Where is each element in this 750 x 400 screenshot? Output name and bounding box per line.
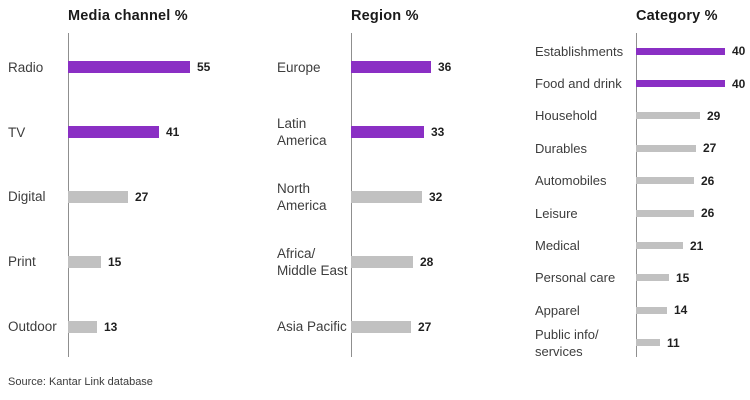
value-label: 28 (420, 254, 434, 269)
value-label: 27 (135, 189, 149, 204)
category-label: Household (535, 108, 598, 124)
value-label: 14 (674, 303, 688, 318)
bar-row: Leisure 26 (535, 197, 750, 229)
category-label: Digital (8, 189, 46, 205)
bar (351, 190, 422, 203)
bar (636, 306, 667, 314)
category-label: Leisure (535, 205, 578, 221)
bar-row: Print 15 (8, 229, 250, 294)
chart-media-channel: Media channel % Radio 55 TV 41 Digital 27 Prin… (8, 8, 250, 359)
value-label: 27 (418, 319, 432, 334)
value-label: 33 (431, 125, 445, 140)
chart-title-category: Category % (636, 8, 718, 24)
bar-row: Outdoor 13 (8, 294, 250, 359)
category-label: Latin America (277, 116, 327, 149)
bar (636, 144, 696, 152)
category-label: Food and drink (535, 76, 622, 92)
category-label: Establishments (535, 43, 624, 59)
chart-plot-area: Establishments 40 Food and drink 40 Househol… (535, 33, 750, 359)
category-label: North America (277, 180, 327, 213)
value-label: 26 (701, 206, 715, 221)
value-label: 32 (429, 189, 443, 204)
bar-row: Apparel 14 (535, 294, 750, 326)
chart-title-region: Region % (351, 8, 419, 24)
category-label: Print (8, 254, 36, 270)
bar (636, 242, 683, 250)
source-note: Source: Kantar Link database (8, 376, 153, 388)
bar (68, 190, 128, 203)
value-label: 36 (438, 60, 452, 75)
bar-row: Radio 55 (8, 35, 250, 100)
bar-row: TV 41 (8, 100, 250, 165)
bar (636, 80, 725, 88)
value-label: 15 (676, 270, 690, 285)
bar-row: North America 32 (277, 165, 509, 230)
bar-row: Personal care 15 (535, 262, 750, 294)
category-label: Radio (8, 59, 44, 75)
bar (636, 112, 700, 120)
bar (636, 209, 694, 217)
value-label: 26 (701, 173, 715, 188)
bar (636, 274, 669, 282)
value-label: 55 (197, 60, 211, 75)
value-label: 41 (166, 125, 180, 140)
category-label: Europe (277, 59, 321, 75)
bar (636, 177, 694, 185)
bar-row: Public info/ services 11 (535, 327, 750, 359)
category-label: Medical (535, 238, 580, 254)
category-label: Africa/ Middle East (277, 245, 348, 278)
value-label: 21 (690, 238, 704, 253)
chart-plot-area: Radio 55 TV 41 Digital 27 Print 15 Outdoor 13 (8, 33, 250, 359)
bar (68, 255, 101, 268)
bar-row: Establishments 40 (535, 35, 750, 67)
bar (68, 61, 190, 74)
bar (636, 47, 725, 55)
bar-row: Household 29 (535, 100, 750, 132)
category-label: Public info/ services (535, 326, 599, 359)
bar-row: Durables 27 (535, 132, 750, 164)
value-label: 13 (104, 319, 118, 334)
category-label: Automobiles (535, 173, 607, 189)
chart-region: Region % Europe 36 Latin America 33 North Am… (277, 8, 509, 359)
category-label: Durables (535, 140, 588, 156)
chart-plot-area: Europe 36 Latin America 33 North America 32 Af… (277, 33, 509, 359)
bar (68, 320, 97, 333)
bar-row: Food and drink 40 (535, 67, 750, 99)
category-label: Personal care (535, 270, 616, 286)
bar (351, 126, 424, 139)
y-axis-line (636, 33, 637, 357)
bar (351, 320, 411, 333)
category-label: TV (8, 124, 26, 140)
bar (636, 339, 660, 347)
bar-row: Asia Pacific 27 (277, 294, 509, 359)
value-label: 11 (667, 335, 680, 350)
value-label: 27 (703, 141, 717, 156)
bar-row: Africa/ Middle East 28 (277, 229, 509, 294)
chart-category: Category % Establishments 40 Food and drin… (535, 8, 750, 359)
value-label: 29 (707, 108, 721, 123)
value-label: 15 (108, 254, 122, 269)
chart-title-media-channel: Media channel % (68, 8, 188, 24)
bar-row: Europe 36 (277, 35, 509, 100)
category-label: Asia Pacific (277, 319, 347, 335)
bar (351, 61, 431, 74)
bar-row: Latin America 33 (277, 100, 509, 165)
value-label: 40 (732, 76, 746, 91)
category-label: Apparel (535, 302, 580, 318)
bar (351, 255, 413, 268)
bar (68, 126, 159, 139)
category-label: Outdoor (8, 319, 57, 335)
value-label: 40 (732, 44, 746, 59)
bar-row: Automobiles 26 (535, 165, 750, 197)
bar-row: Medical 21 (535, 229, 750, 261)
bar-row: Digital 27 (8, 165, 250, 230)
